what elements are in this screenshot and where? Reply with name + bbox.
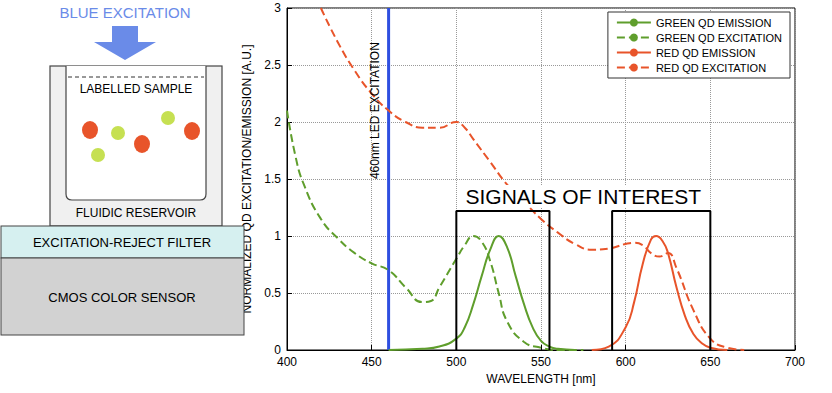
svg-text:1.5: 1.5 <box>264 172 281 186</box>
svg-text:RED QD EXCITATION: RED QD EXCITATION <box>656 62 766 74</box>
svg-text:700: 700 <box>785 355 805 369</box>
svg-text:450: 450 <box>362 355 382 369</box>
svg-text:EXCITATION-REJECT FILTER: EXCITATION-REJECT FILTER <box>33 235 211 250</box>
svg-text:3: 3 <box>274 1 281 15</box>
svg-text:GREEN QD EMISSION: GREEN QD EMISSION <box>656 17 772 29</box>
svg-text:2: 2 <box>274 115 281 129</box>
svg-text:2.5: 2.5 <box>264 58 281 72</box>
svg-text:500: 500 <box>446 355 466 369</box>
svg-text:650: 650 <box>700 355 720 369</box>
svg-text:1: 1 <box>274 229 281 243</box>
svg-text:BLUE EXCITATION: BLUE EXCITATION <box>59 4 190 21</box>
svg-text:600: 600 <box>616 355 636 369</box>
svg-text:0.5: 0.5 <box>264 286 281 300</box>
svg-text:400: 400 <box>277 355 297 369</box>
svg-text:550: 550 <box>531 355 551 369</box>
svg-text:LABELLED SAMPLE: LABELLED SAMPLE <box>80 82 193 96</box>
svg-text:SIGNALS OF INTEREST: SIGNALS OF INTEREST <box>465 185 701 208</box>
svg-text:0: 0 <box>274 343 281 357</box>
svg-text:RED QD EMISSION: RED QD EMISSION <box>656 47 756 59</box>
svg-text:NORMALIZED QD EXCITATION/EMISS: NORMALIZED QD EXCITATION/EMISSION [A.U.] <box>240 44 255 314</box>
svg-text:GREEN QD EXCITATION: GREEN QD EXCITATION <box>656 32 782 44</box>
svg-text:WAVELENGTH [nm]: WAVELENGTH [nm] <box>486 372 595 386</box>
svg-text:FLUIDIC RESERVOIR: FLUIDIC RESERVOIR <box>76 206 197 220</box>
svg-text:460nm LED EXCITATION: 460nm LED EXCITATION <box>368 42 382 179</box>
svg-text:CMOS COLOR SENSOR: CMOS COLOR SENSOR <box>48 290 195 305</box>
